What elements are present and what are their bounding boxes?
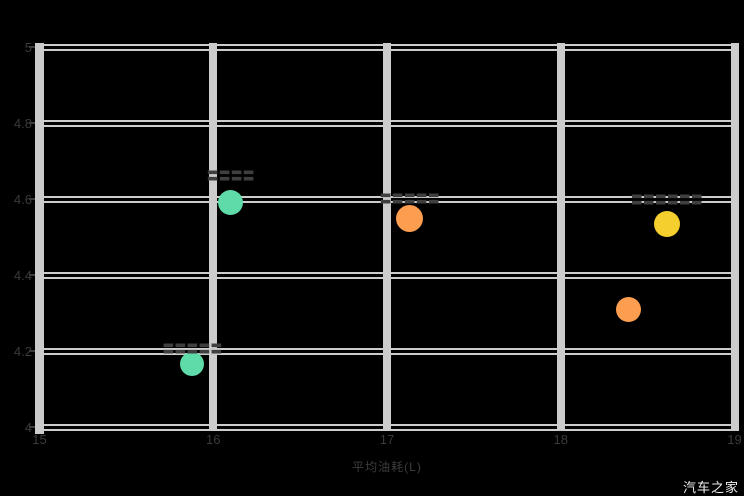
bubble-teal[interactable] <box>218 190 244 216</box>
x-axis-title: 平均油耗(L) <box>352 460 422 474</box>
bubble-yellow[interactable] <box>653 210 680 237</box>
y-tick-label: 4 <box>24 420 32 435</box>
bubble-label: 〓〓〓〓〓〓 <box>630 192 703 207</box>
y-tick-mark <box>29 426 35 428</box>
bubble-orange[interactable] <box>396 204 424 232</box>
y-tick-label: 5 <box>24 40 32 55</box>
bubble-label: 〓〓〓〓 <box>206 168 255 183</box>
y-tick-mark <box>29 274 35 276</box>
y-axis-line <box>35 43 44 434</box>
y-tick-label: 4.4 <box>13 268 32 283</box>
y-tick-mark <box>29 46 35 48</box>
y-tick-label: 4.8 <box>13 116 32 131</box>
y-tick-label: 4.6 <box>13 192 32 207</box>
v-gridline <box>730 43 739 431</box>
x-tick-label: 18 <box>553 432 568 447</box>
x-tick-label: 15 <box>32 432 47 447</box>
v-gridline <box>209 43 218 431</box>
bubble-label: 〓〓〓〓〓 <box>379 192 440 206</box>
bubble-label: 〓〓〓〓〓 <box>162 342 223 357</box>
y-tick-mark <box>29 122 35 124</box>
y-tick-mark <box>29 350 35 352</box>
x-tick-label: 16 <box>206 432 221 447</box>
y-tick-mark <box>29 198 35 200</box>
bubble-orange[interactable] <box>616 296 641 322</box>
watermark-autohome: 汽车之家 <box>682 480 739 495</box>
v-gridline <box>383 43 391 431</box>
x-tick-label: 17 <box>379 432 395 447</box>
bubble-teal[interactable] <box>180 352 205 377</box>
x-tick-label: 19 <box>727 432 742 447</box>
y-tick-label: 4.2 <box>13 344 32 359</box>
v-gridline <box>556 43 565 431</box>
